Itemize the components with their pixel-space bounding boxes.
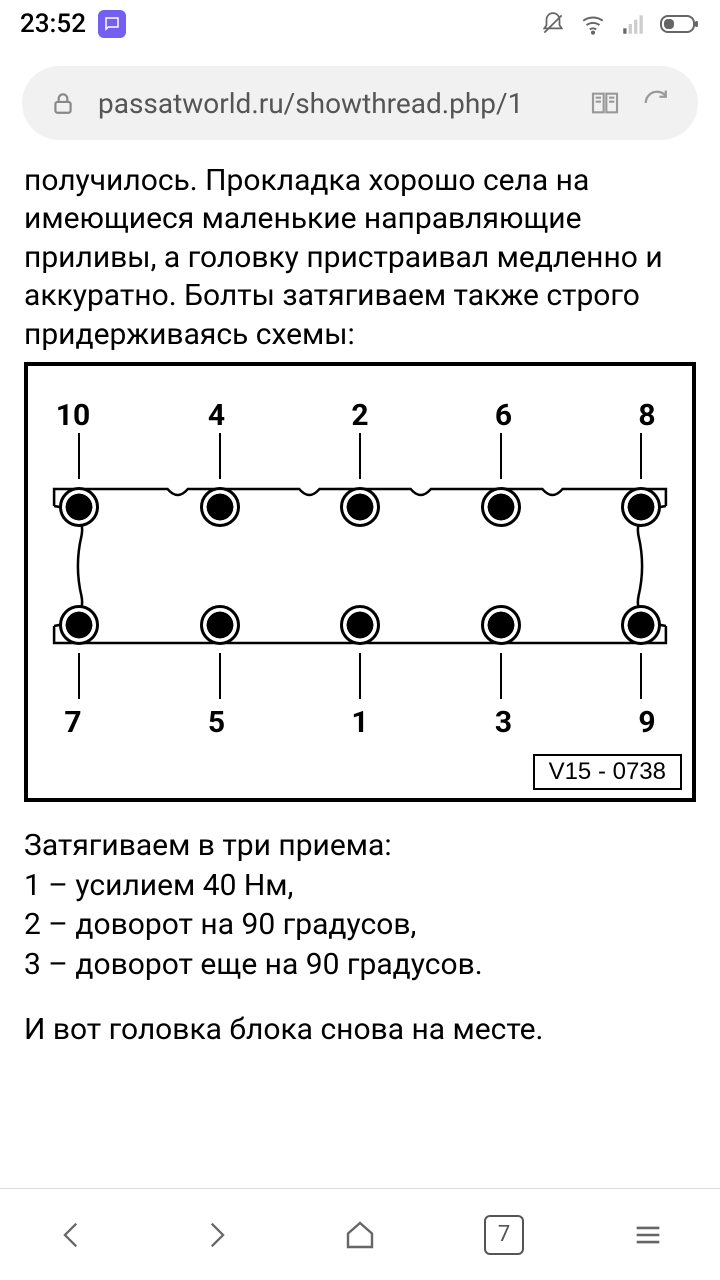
bolt-label-9: 9	[622, 705, 672, 740]
page-content: получилось. Прокладка хорошо села на име…	[0, 162, 720, 1050]
url-text: passatworld.ru/showthread.php/1	[98, 87, 570, 120]
bolt-2	[340, 487, 380, 527]
bolt-label-7: 7	[48, 705, 98, 740]
closing-paragraph: И вот головка блока снова на месте.	[24, 1010, 696, 1050]
home-button[interactable]	[336, 1211, 384, 1259]
torque-step-2: 2 – доворот на 90 градусов,	[24, 905, 696, 945]
bolt-8	[621, 487, 661, 527]
torque-step-3: 3 – доворот еще на 90 градусов.	[24, 945, 696, 985]
bolt-6	[481, 487, 521, 527]
top-bolt-labels: 10 4 2 6 8	[46, 398, 674, 433]
status-bar: 23:52	[0, 0, 720, 48]
bolt-5	[200, 605, 240, 645]
tab-count: 7	[484, 1215, 524, 1255]
bolt-4	[200, 487, 240, 527]
intro-paragraph: получилось. Прокладка хорошо села на име…	[24, 162, 696, 354]
diagram-reference: V15 - 0738	[533, 754, 682, 790]
battery-icon	[660, 11, 700, 37]
signal-icon	[620, 11, 646, 37]
bolt-label-8: 8	[622, 398, 672, 433]
reader-mode-icon[interactable]	[588, 86, 622, 120]
wifi-icon	[580, 11, 606, 37]
bolt-label-10: 10	[48, 398, 98, 433]
reload-icon[interactable]	[640, 86, 674, 120]
address-bar[interactable]: passatworld.ru/showthread.php/1	[22, 66, 698, 140]
bolt-label-1: 1	[335, 705, 385, 740]
bolt-7	[59, 605, 99, 645]
bolt-label-5: 5	[192, 705, 242, 740]
bolt-9	[621, 605, 661, 645]
bolt-label-4: 4	[192, 398, 242, 433]
torque-diagram: 10 4 2 6 8	[24, 362, 696, 802]
clock: 23:52	[20, 9, 86, 39]
menu-button[interactable]	[624, 1211, 672, 1259]
bolt-1	[340, 605, 380, 645]
bolt-label-2: 2	[335, 398, 385, 433]
bolt-10	[59, 487, 99, 527]
torque-title: Затягиваем в три приема:	[24, 826, 696, 866]
tabs-button[interactable]: 7	[480, 1211, 528, 1259]
mute-icon	[540, 11, 566, 37]
forward-button[interactable]	[192, 1211, 240, 1259]
gasket-outline	[46, 481, 674, 651]
torque-step-1: 1 – усилием 40 Нм,	[24, 866, 696, 906]
bottom-bolt-labels: 7 5 1 3 9	[46, 705, 674, 740]
viber-notification-icon	[98, 10, 126, 38]
bolt-label-6: 6	[479, 398, 529, 433]
browser-nav-bar: 7	[0, 1188, 720, 1280]
back-button[interactable]	[48, 1211, 96, 1259]
torque-instructions: Затягиваем в три приема: 1 – усилием 40 …	[24, 826, 696, 1050]
browser-chrome: passatworld.ru/showthread.php/1	[0, 48, 720, 162]
bolt-3	[481, 605, 521, 645]
bolt-label-3: 3	[479, 705, 529, 740]
lock-icon	[46, 86, 80, 120]
